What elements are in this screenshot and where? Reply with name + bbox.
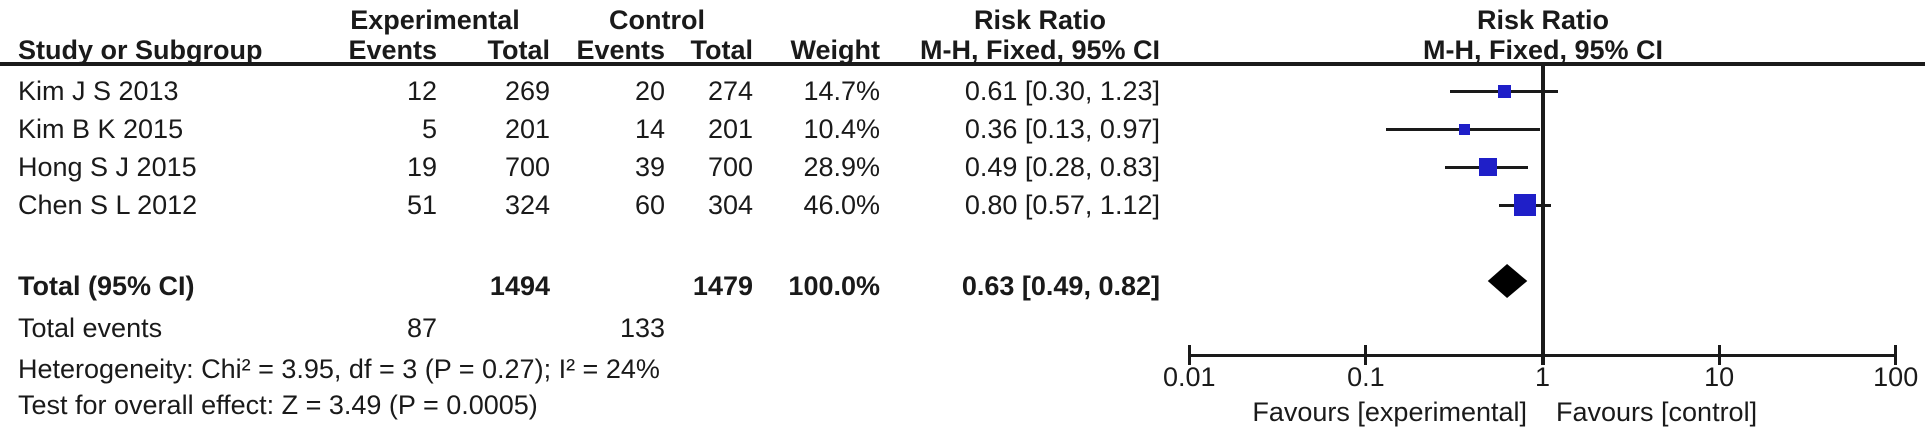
exp-events-cell: 12 <box>406 76 437 106</box>
effect-square <box>1498 84 1512 98</box>
total-events-control: 133 <box>619 313 665 343</box>
ctrl-total-cell: 274 <box>707 76 753 106</box>
x-axis-tick <box>1364 345 1368 365</box>
exp-total-cell: 269 <box>504 76 550 106</box>
exp-events-cell: 51 <box>406 190 437 220</box>
exp-total-cell: 201 <box>504 114 550 144</box>
x-axis-tick <box>1541 345 1544 365</box>
total-events-label: Total events <box>18 313 163 343</box>
x-axis-tick-label: 0.1 <box>1347 362 1385 392</box>
study-name: Kim J S 2013 <box>18 76 179 106</box>
col-header-exp-total: Total <box>487 35 551 65</box>
ctrl-total-cell: 700 <box>707 152 753 182</box>
effect-square <box>1458 123 1470 135</box>
total-weight: 100.0% <box>788 271 880 301</box>
weight-cell: 46.0% <box>803 190 880 220</box>
total-row-label: Total (95% CI) <box>18 271 195 301</box>
rr-ci-cell: 0.61 [0.30, 1.23] <box>964 76 1160 106</box>
col-header-mh-ci-text: M-H, Fixed, 95% CI <box>919 35 1161 65</box>
favours-experimental-label: Favours [experimental] <box>1252 397 1527 427</box>
col-header-ctrl-events: Events <box>576 35 665 65</box>
effect-square <box>1514 194 1537 216</box>
x-axis-tick <box>1717 345 1721 365</box>
header-rule <box>0 62 1925 66</box>
rr-ci-cell: 0.49 [0.28, 0.83] <box>964 152 1160 182</box>
overall-effect-stats: Test for overall effect: Z = 3.49 (P = 0… <box>18 390 538 420</box>
ctrl-total-cell: 201 <box>707 114 753 144</box>
col-header-mh-ci-plot: M-H, Fixed, 95% CI <box>1422 35 1664 65</box>
favours-control-label: Favours [control] <box>1556 397 1758 427</box>
total-ctrl-total: 1479 <box>692 271 753 301</box>
column-header-risk-ratio-plot: Risk Ratio <box>1476 5 1610 35</box>
no-effect-line <box>1540 66 1545 365</box>
x-axis-tick-label: 0.01 <box>1163 362 1216 392</box>
effect-square <box>1478 158 1497 176</box>
ctrl-events-cell: 14 <box>634 114 665 144</box>
x-axis-tick-label: 1 <box>1534 362 1551 392</box>
column-header-risk-ratio-text: Risk Ratio <box>973 5 1107 35</box>
rr-ci-cell: 0.36 [0.13, 0.97] <box>964 114 1160 144</box>
ctrl-total-cell: 304 <box>707 190 753 220</box>
study-name: Chen S L 2012 <box>18 190 198 220</box>
heterogeneity-stats: Heterogeneity: Chi² = 3.95, df = 3 (P = … <box>18 354 660 384</box>
weight-cell: 10.4% <box>803 114 880 144</box>
ctrl-events-cell: 39 <box>634 152 665 182</box>
ctrl-events-cell: 60 <box>634 190 665 220</box>
exp-total-cell: 324 <box>504 190 550 220</box>
exp-events-cell: 19 <box>406 152 437 182</box>
group-header-control: Control <box>609 5 705 35</box>
rr-ci-cell: 0.80 [0.57, 1.12] <box>964 190 1160 220</box>
group-header-experimental: Experimental <box>350 5 520 35</box>
study-name: Hong S J 2015 <box>18 152 197 182</box>
col-header-weight: Weight <box>790 35 881 65</box>
total-exp-total: 1494 <box>489 271 550 301</box>
exp-events-cell: 5 <box>421 114 437 144</box>
weight-cell: 14.7% <box>803 76 880 106</box>
col-header-exp-events: Events <box>348 35 437 65</box>
col-header-ctrl-total: Total <box>690 35 754 65</box>
total-rr-ci: 0.63 [0.49, 0.82] <box>961 271 1160 301</box>
x-axis-tick <box>1187 345 1191 365</box>
x-axis-tick-label: 10 <box>1704 362 1735 392</box>
x-axis-tick-label: 100 <box>1873 362 1919 392</box>
total-events-experimental: 87 <box>406 313 437 343</box>
study-name: Kim B K 2015 <box>18 114 184 144</box>
x-axis-tick <box>1894 345 1898 365</box>
ctrl-events-cell: 20 <box>634 76 665 106</box>
exp-total-cell: 700 <box>504 152 550 182</box>
weight-cell: 28.9% <box>803 152 880 182</box>
col-header-study: Study or Subgroup <box>18 35 263 65</box>
